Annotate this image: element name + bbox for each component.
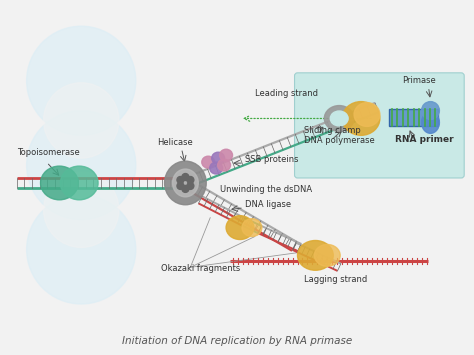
Ellipse shape — [164, 161, 206, 205]
Ellipse shape — [342, 102, 380, 135]
Text: RNA primer: RNA primer — [395, 135, 453, 144]
Text: Sliding clamp: Sliding clamp — [304, 126, 361, 135]
Circle shape — [421, 102, 439, 120]
Ellipse shape — [60, 166, 98, 200]
FancyBboxPatch shape — [294, 73, 464, 178]
Ellipse shape — [219, 149, 233, 161]
Ellipse shape — [212, 152, 225, 164]
Circle shape — [27, 26, 136, 135]
Ellipse shape — [226, 216, 254, 240]
Circle shape — [182, 174, 189, 180]
Ellipse shape — [202, 156, 215, 168]
Ellipse shape — [242, 219, 262, 236]
Text: Initiation of DNA replication by RNA primase: Initiation of DNA replication by RNA pri… — [122, 336, 352, 346]
Text: Primase: Primase — [401, 76, 436, 85]
Ellipse shape — [421, 111, 439, 133]
Text: Okazaki fragments: Okazaki fragments — [161, 264, 240, 273]
Circle shape — [27, 195, 136, 304]
Circle shape — [182, 185, 189, 192]
Ellipse shape — [324, 105, 354, 131]
Text: Leading strand: Leading strand — [255, 89, 318, 98]
Ellipse shape — [41, 166, 78, 200]
Text: Unwinding the dsDNA: Unwinding the dsDNA — [220, 185, 312, 194]
Circle shape — [177, 182, 184, 190]
Circle shape — [44, 172, 119, 247]
Bar — [389, 109, 438, 126]
Ellipse shape — [173, 169, 198, 197]
Text: Topoisomerase: Topoisomerase — [17, 148, 80, 157]
Circle shape — [44, 83, 119, 158]
Ellipse shape — [210, 162, 223, 174]
Ellipse shape — [354, 103, 380, 126]
Circle shape — [187, 182, 194, 190]
Ellipse shape — [314, 245, 340, 266]
Text: DNA ligase: DNA ligase — [245, 200, 291, 209]
Ellipse shape — [330, 111, 348, 126]
Text: SSB proteins: SSB proteins — [245, 155, 299, 164]
Text: Lagging strand: Lagging strand — [304, 275, 368, 284]
Circle shape — [177, 176, 184, 184]
Ellipse shape — [218, 159, 230, 171]
Text: DNA polymerase: DNA polymerase — [304, 136, 375, 145]
Circle shape — [187, 176, 194, 184]
Circle shape — [27, 110, 136, 220]
Ellipse shape — [298, 240, 333, 270]
Text: Helicase: Helicase — [158, 138, 193, 147]
